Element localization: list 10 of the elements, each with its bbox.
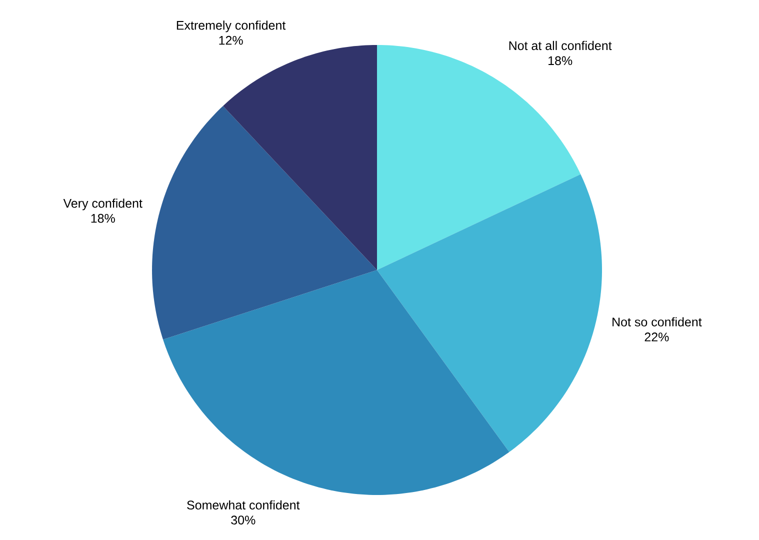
data-label: 12% [219, 36, 243, 45]
slice-label: Very confident [63, 198, 142, 210]
slice-label: Not so confident [612, 317, 702, 326]
data-label: 18% [91, 214, 115, 223]
data-label: 30% [231, 516, 256, 525]
data-label: 22% [644, 332, 669, 342]
slice-label: Extremely confident [176, 20, 286, 32]
slice-label: Not at all confident [509, 40, 612, 50]
slice-label: Somewhat confident [187, 500, 300, 510]
data-label: 18% [548, 56, 572, 66]
